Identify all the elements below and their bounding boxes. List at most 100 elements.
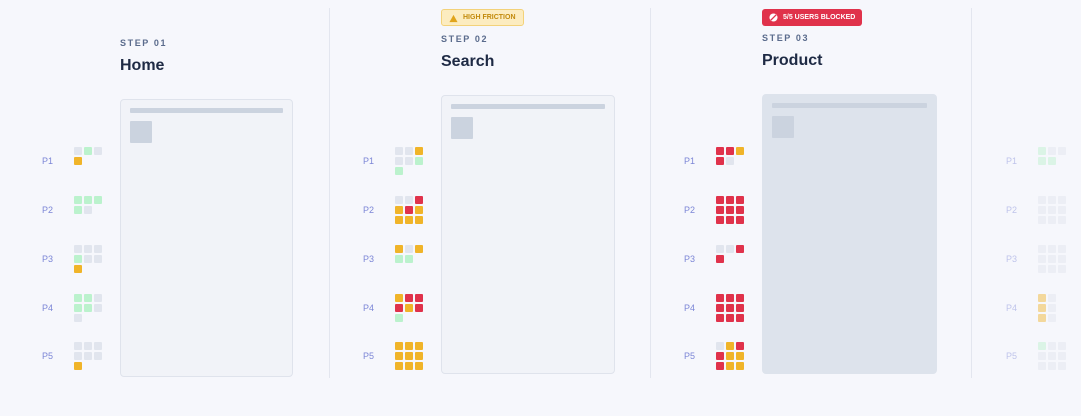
session-cell	[74, 206, 82, 214]
session-cell	[726, 314, 734, 322]
session-cell	[84, 147, 92, 155]
session-cell	[74, 196, 82, 204]
session-cell	[94, 196, 102, 204]
session-cell	[736, 245, 744, 253]
persona-label: P1	[684, 156, 696, 166]
session-cell	[74, 314, 82, 322]
session-cell	[726, 294, 734, 302]
session-cell	[716, 352, 724, 360]
persona-label: P3	[363, 254, 375, 264]
session-cell	[395, 196, 403, 204]
session-cell	[1048, 314, 1056, 322]
session-cell	[1058, 216, 1066, 224]
session-cell	[74, 147, 82, 155]
session-cell	[716, 157, 724, 165]
session-cell	[395, 352, 403, 360]
mockup-image	[451, 117, 473, 139]
badge-text: HIGH FRICTION	[463, 14, 516, 21]
session-cell	[415, 294, 423, 302]
session-cell	[726, 147, 734, 155]
session-cell	[716, 342, 724, 350]
session-cell	[1058, 255, 1066, 263]
badge-text: 5/5 USERS BLOCKED	[783, 14, 856, 21]
session-cell	[94, 304, 102, 312]
session-cell	[74, 157, 82, 165]
session-cell	[726, 206, 734, 214]
session-cell	[716, 304, 724, 312]
session-cell	[1048, 352, 1056, 360]
column-divider	[329, 8, 330, 378]
status-badge: 5/5 USERS BLOCKED	[762, 9, 863, 26]
session-cell	[736, 216, 744, 224]
persona-label: P1	[363, 156, 375, 166]
persona-column: P1 P2 P3 P4 P5	[964, 0, 1074, 416]
session-cell	[1058, 147, 1066, 155]
session-cell	[1038, 342, 1046, 350]
session-cell	[395, 304, 403, 312]
persona-label: P5	[1006, 351, 1018, 361]
session-cell	[395, 167, 403, 175]
persona-label: P3	[42, 254, 54, 264]
persona-label: P4	[684, 303, 696, 313]
mockup-image	[130, 121, 152, 143]
session-cell	[395, 255, 403, 263]
session-cell	[84, 206, 92, 214]
session-cell	[1058, 265, 1066, 273]
persona-column: P1 P2 P3 P4 P5	[321, 0, 431, 416]
column-divider	[971, 8, 972, 378]
session-cell	[1038, 352, 1046, 360]
session-cell	[395, 294, 403, 302]
session-cell	[1058, 352, 1066, 360]
session-cell	[94, 255, 102, 263]
mockup-header-bar	[451, 104, 605, 109]
session-cell	[1058, 342, 1066, 350]
persona-label: P2	[684, 205, 696, 215]
session-cell	[74, 352, 82, 360]
mockup-header-bar	[772, 103, 927, 108]
session-cell	[405, 362, 413, 370]
step-label: STEP 01	[120, 38, 168, 48]
persona-label: P5	[42, 351, 54, 361]
persona-label: P2	[363, 205, 375, 215]
session-cell	[415, 196, 423, 204]
session-cell	[1038, 147, 1046, 155]
session-cell	[74, 342, 82, 350]
session-cell	[415, 352, 423, 360]
session-cell	[736, 196, 744, 204]
session-cell	[74, 304, 82, 312]
session-cell	[1038, 362, 1046, 370]
step-title: Home	[120, 57, 165, 74]
session-cell	[1048, 304, 1056, 312]
session-cell	[94, 245, 102, 253]
session-cell	[1048, 342, 1056, 350]
session-cell	[726, 304, 734, 312]
session-cell	[405, 342, 413, 350]
session-cell	[1048, 147, 1056, 155]
session-cell	[726, 245, 734, 253]
session-cell	[415, 245, 423, 253]
session-cell	[405, 216, 413, 224]
session-cell	[1038, 216, 1046, 224]
session-cell	[716, 147, 724, 155]
session-cell	[1038, 294, 1046, 302]
session-cell	[405, 196, 413, 204]
persona-label: P4	[363, 303, 375, 313]
persona-label: P1	[42, 156, 54, 166]
session-cell	[84, 304, 92, 312]
mockup-image	[772, 116, 794, 138]
session-cell	[94, 294, 102, 302]
session-cell	[1048, 157, 1056, 165]
session-cell	[736, 304, 744, 312]
persona-label: P4	[1006, 303, 1018, 313]
session-cell	[395, 216, 403, 224]
session-cell	[405, 255, 413, 263]
session-cell	[415, 304, 423, 312]
persona-column: P1 P2 P3 P4 P5	[642, 0, 752, 416]
session-cell	[74, 255, 82, 263]
session-cell	[395, 206, 403, 214]
session-cell	[1048, 255, 1056, 263]
step-label: STEP 03	[762, 33, 810, 43]
session-cell	[726, 342, 734, 350]
session-cell	[736, 352, 744, 360]
session-cell	[415, 157, 423, 165]
